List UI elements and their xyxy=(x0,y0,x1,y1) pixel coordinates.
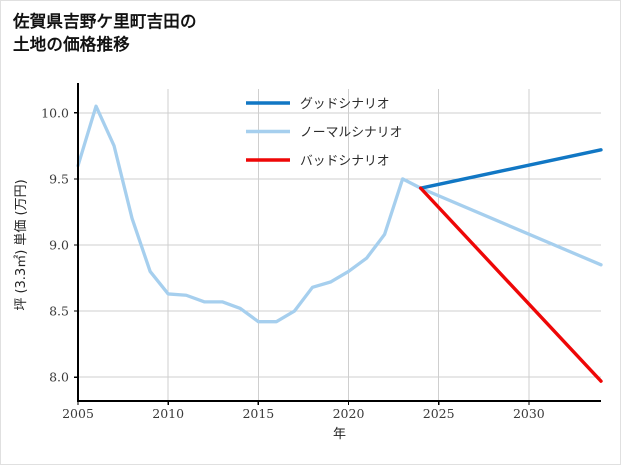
series-line-normal xyxy=(76,104,603,324)
axes-group xyxy=(74,83,601,405)
y-tick-label: 8.5 xyxy=(49,304,69,319)
chart-title: 佐賀県吉野ケ里町吉田の 土地の価格推移 xyxy=(13,12,197,55)
y-tick-label: 10.0 xyxy=(41,105,69,120)
x-tick-label: 2015 xyxy=(242,406,274,421)
x-axis-title: 年 xyxy=(333,427,346,442)
series-line-bad xyxy=(418,186,603,383)
legend-label-2: バッドシナリオ xyxy=(300,154,390,169)
series-line-good xyxy=(418,148,603,190)
series-group xyxy=(76,104,603,383)
x-tick-label: 2005 xyxy=(62,406,94,421)
axis-titles: 年 坪 (3.3㎡) 単価 (万円) xyxy=(13,179,346,442)
y-tick-label: 9.0 xyxy=(49,238,69,253)
x-tick-label: 2030 xyxy=(513,406,545,421)
y-tick-label: 9.5 xyxy=(49,171,69,186)
gridlines xyxy=(77,89,601,401)
x-tick-label: 2025 xyxy=(423,406,455,421)
legend-label-0: グッドシナリオ xyxy=(300,97,390,112)
tick-labels: 8.0 8.5 9.0 9.5 10.0 2005 2010 2015 2020 2025 2030 xyxy=(41,105,545,421)
y-tick-label: 8.0 xyxy=(49,370,69,385)
legend-label-1: ノーマルシナリオ xyxy=(300,126,402,141)
y-axis-title: 坪 (3.3㎡) 単価 (万円) xyxy=(13,179,29,310)
x-tick-label: 2020 xyxy=(333,406,365,421)
x-tick-label: 2010 xyxy=(152,406,184,421)
